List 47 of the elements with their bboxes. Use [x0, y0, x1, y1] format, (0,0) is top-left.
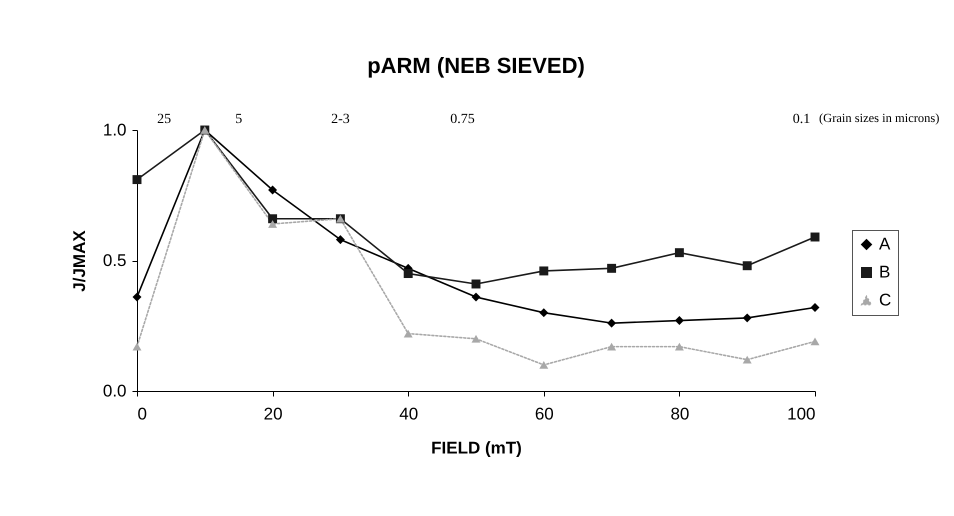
point — [336, 235, 345, 244]
point — [268, 220, 278, 228]
text: 0.1 — [792, 112, 810, 127]
point — [539, 361, 548, 369]
point — [404, 269, 413, 278]
y-tick-label: 1.0 — [102, 120, 126, 140]
x-tick-label: 0 — [138, 404, 147, 424]
point — [674, 342, 684, 351]
point — [132, 175, 142, 184]
point — [742, 261, 752, 270]
text: 5 — [235, 112, 242, 127]
point — [674, 316, 684, 325]
point — [268, 186, 278, 194]
point — [810, 232, 820, 242]
point — [539, 266, 548, 276]
point — [132, 292, 142, 302]
legend-label: A — [879, 234, 891, 254]
x-tick-label: 20 — [264, 404, 283, 424]
text: (Grain sizes in microns) — [819, 111, 940, 125]
chart-title: pARM (NEB SIEVED) — [367, 53, 585, 78]
y-tick-label: 0.5 — [102, 251, 126, 270]
text: 0.75 — [450, 112, 475, 127]
point — [607, 318, 616, 328]
legend-label: C — [879, 290, 892, 310]
point — [810, 338, 820, 346]
x-tick-label: 100 — [787, 404, 816, 424]
point — [742, 313, 752, 322]
point — [607, 264, 616, 273]
point — [539, 308, 548, 318]
text: 25 — [157, 112, 172, 127]
x-tick-label: 60 — [534, 404, 554, 424]
y-axis-title: J/JMAX — [70, 230, 89, 292]
legend-label: B — [879, 262, 890, 282]
point — [472, 292, 480, 302]
point — [810, 303, 820, 312]
point — [404, 330, 413, 338]
text: 2-3 — [331, 112, 350, 127]
point — [607, 342, 616, 351]
x-axis-title: FIELD (mT) — [431, 438, 522, 458]
point — [132, 342, 142, 351]
point — [472, 334, 480, 343]
x-tick-label: 40 — [399, 404, 418, 424]
point — [742, 356, 752, 364]
y-tick-label: 0.0 — [102, 382, 126, 400]
point — [472, 280, 480, 288]
point — [674, 248, 684, 258]
x-tick-label: 80 — [670, 404, 690, 424]
